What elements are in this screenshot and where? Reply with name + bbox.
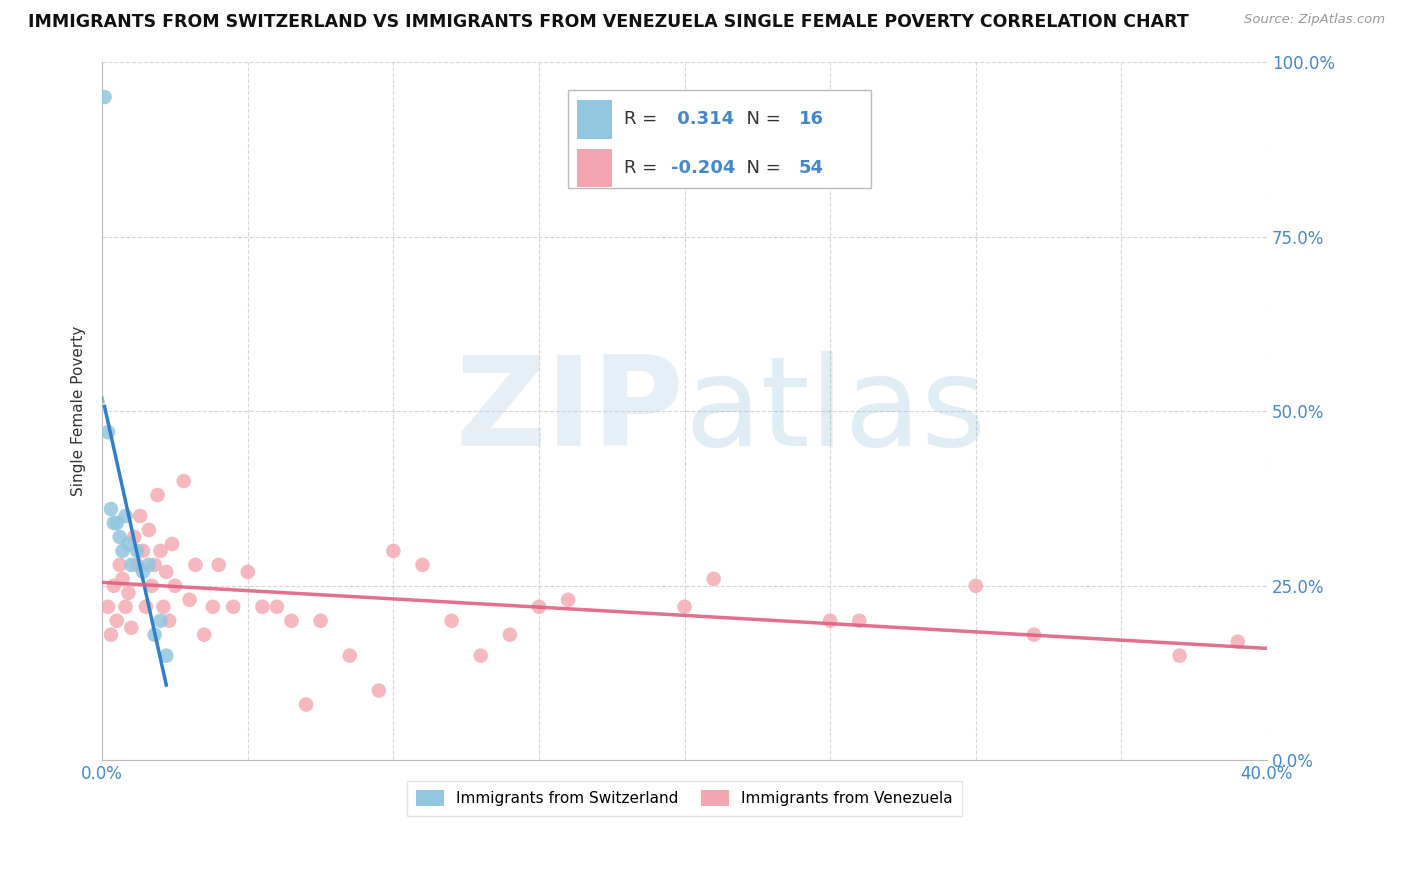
Text: R =: R =: [624, 111, 664, 128]
Text: 0.314: 0.314: [671, 111, 734, 128]
Point: [111, 544, 134, 558]
Point: [295, 698, 318, 712]
Point: [557, 592, 579, 607]
Point: [129, 508, 152, 523]
Point: [155, 565, 177, 579]
Point: [108, 558, 131, 572]
Point: [1022, 628, 1045, 642]
Point: [132, 544, 155, 558]
Text: atlas: atlas: [685, 351, 987, 472]
Point: [141, 579, 163, 593]
Point: [703, 572, 725, 586]
Point: [309, 614, 332, 628]
Point: [117, 586, 139, 600]
Point: [100, 628, 122, 642]
Point: [201, 599, 224, 614]
Point: [848, 614, 870, 628]
Legend: Immigrants from Switzerland, Immigrants from Venezuela: Immigrants from Switzerland, Immigrants …: [408, 781, 962, 815]
Point: [280, 614, 302, 628]
Point: [499, 628, 522, 642]
Point: [193, 628, 215, 642]
Point: [208, 558, 231, 572]
Point: [127, 558, 149, 572]
Point: [97, 425, 120, 440]
Y-axis label: Single Female Poverty: Single Female Poverty: [72, 326, 86, 496]
Point: [149, 614, 172, 628]
Point: [105, 516, 128, 530]
Point: [127, 544, 149, 558]
Point: [103, 516, 125, 530]
Point: [138, 558, 160, 572]
Point: [120, 558, 142, 572]
Text: ZIP: ZIP: [456, 351, 685, 472]
Point: [93, 90, 115, 104]
Point: [252, 599, 274, 614]
Point: [173, 474, 195, 488]
Point: [97, 599, 120, 614]
Point: [1226, 634, 1249, 648]
Point: [117, 537, 139, 551]
FancyBboxPatch shape: [568, 90, 870, 188]
Point: [1168, 648, 1191, 663]
Point: [470, 648, 492, 663]
Point: [114, 599, 136, 614]
Point: [152, 599, 174, 614]
Text: 54: 54: [799, 160, 824, 178]
Point: [103, 579, 125, 593]
FancyBboxPatch shape: [578, 149, 613, 187]
Point: [179, 592, 201, 607]
Point: [105, 614, 128, 628]
Point: [114, 508, 136, 523]
Point: [965, 579, 987, 593]
Point: [266, 599, 288, 614]
Point: [367, 683, 389, 698]
Point: [440, 614, 463, 628]
Point: [236, 565, 259, 579]
Point: [382, 544, 405, 558]
Text: Source: ZipAtlas.com: Source: ZipAtlas.com: [1244, 13, 1385, 27]
Point: [146, 488, 169, 502]
Text: IMMIGRANTS FROM SWITZERLAND VS IMMIGRANTS FROM VENEZUELA SINGLE FEMALE POVERTY C: IMMIGRANTS FROM SWITZERLAND VS IMMIGRANT…: [28, 13, 1189, 31]
Text: -0.204: -0.204: [671, 160, 735, 178]
Point: [111, 572, 134, 586]
Point: [138, 523, 160, 537]
Point: [818, 614, 841, 628]
Point: [184, 558, 207, 572]
Point: [155, 648, 177, 663]
Text: N =: N =: [735, 111, 786, 128]
Text: N =: N =: [735, 160, 786, 178]
Text: R =: R =: [624, 160, 664, 178]
Point: [157, 614, 180, 628]
Point: [135, 599, 157, 614]
Point: [673, 599, 696, 614]
Point: [132, 565, 155, 579]
Text: 16: 16: [799, 111, 824, 128]
Point: [222, 599, 245, 614]
Point: [143, 628, 166, 642]
Point: [108, 530, 131, 544]
Point: [527, 599, 550, 614]
FancyBboxPatch shape: [578, 100, 613, 138]
Point: [163, 579, 186, 593]
Point: [160, 537, 183, 551]
Point: [149, 544, 172, 558]
Point: [122, 530, 145, 544]
Point: [411, 558, 433, 572]
Point: [120, 621, 142, 635]
Point: [339, 648, 361, 663]
Point: [100, 502, 122, 516]
Point: [143, 558, 166, 572]
